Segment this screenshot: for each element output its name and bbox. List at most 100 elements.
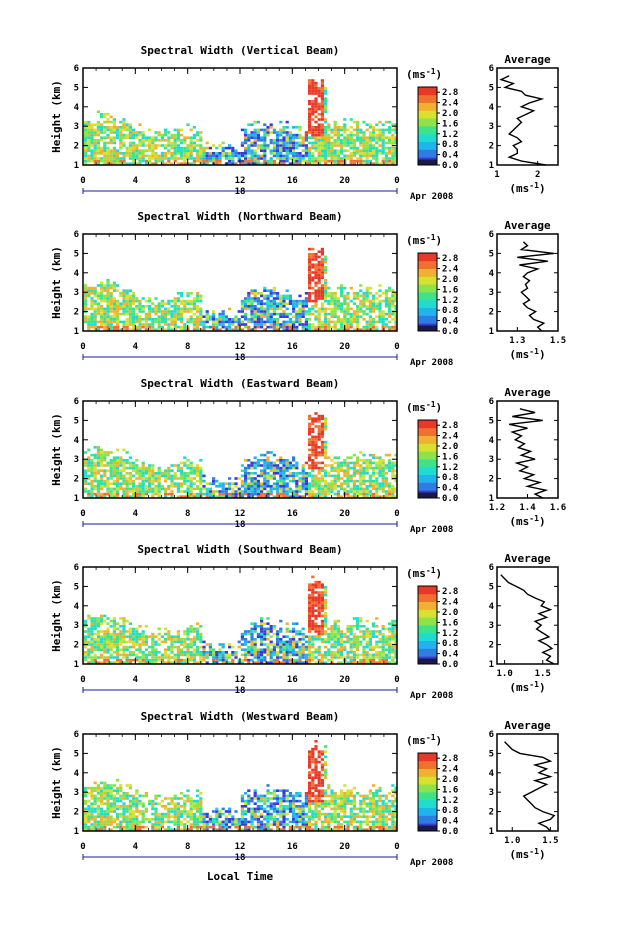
heatmap-cell xyxy=(308,599,312,602)
heatmap-cell xyxy=(394,152,398,155)
heatmap-cell xyxy=(90,123,94,126)
heatmap-cell xyxy=(308,635,312,638)
heatmap-cell xyxy=(234,477,238,480)
heatmap-cell xyxy=(125,461,129,465)
heatmap-cell xyxy=(221,325,225,329)
heatmap-cell xyxy=(311,466,315,470)
heatmap-cell xyxy=(330,131,334,134)
heatmap-cell xyxy=(240,144,244,147)
heatmap-cell xyxy=(272,149,276,152)
heatmap-cell xyxy=(186,154,190,158)
heatmap-cell xyxy=(314,446,318,449)
heatmap-cell xyxy=(189,152,193,155)
heatmap-cell xyxy=(298,310,302,313)
heatmap-cell xyxy=(87,464,91,467)
heatmap-cell xyxy=(263,643,267,646)
heatmap-cell xyxy=(340,294,344,298)
heatmap-cell xyxy=(263,485,267,488)
heatmap-cell xyxy=(93,144,97,147)
heatmap-cell xyxy=(138,635,142,638)
heatmap-cell xyxy=(394,123,398,126)
heatmap-cell xyxy=(208,490,212,493)
heatmap-cell xyxy=(144,640,148,644)
colorbar-tick-label: 1.2 xyxy=(442,130,458,140)
heatmap-cell xyxy=(320,430,324,433)
heatmap-cell xyxy=(301,464,305,467)
heatmap-cell xyxy=(282,325,286,329)
heatmap-cell xyxy=(308,619,312,623)
heatmap-cell xyxy=(221,495,225,498)
colorbar-swatch xyxy=(418,460,437,464)
heatmap-cell xyxy=(100,325,104,329)
heatmap-cell xyxy=(276,328,280,331)
heatmap-cell xyxy=(141,495,145,498)
heatmap-cell xyxy=(167,162,171,165)
heatmap-cell xyxy=(221,318,225,321)
heatmap-cell xyxy=(141,149,145,152)
heatmap-cell xyxy=(308,260,312,264)
heatmap-cell xyxy=(151,162,155,165)
heatmap-cell xyxy=(176,485,180,488)
heatmap-cell xyxy=(295,630,299,633)
heatmap-cell xyxy=(212,479,216,483)
heatmap-cell xyxy=(106,617,110,620)
colorbar-swatch xyxy=(418,290,437,293)
heatmap-cell xyxy=(122,157,126,160)
heatmap-cell xyxy=(93,658,97,662)
heatmap-cell xyxy=(157,466,161,470)
heatmap-cell xyxy=(109,320,113,324)
heatmap-cell xyxy=(138,141,142,145)
heatmap-cell xyxy=(285,653,289,657)
heatmap-cell xyxy=(247,464,251,467)
heatmap-cell xyxy=(285,485,289,488)
heatmap-cell xyxy=(263,656,267,659)
heatmap-cell xyxy=(148,157,152,160)
heatmap-cell xyxy=(183,307,187,311)
colorbar-swatch xyxy=(418,327,437,330)
heatmap-cell xyxy=(196,630,200,633)
heatmap-cell xyxy=(253,625,257,628)
heatmap-cell xyxy=(272,302,276,305)
heatmap-cell xyxy=(144,328,148,331)
heatmap-cell xyxy=(196,661,200,664)
heatmap-cell xyxy=(160,159,164,163)
heatmap-cell xyxy=(196,157,200,160)
heatmap-cell xyxy=(285,622,289,625)
heatmap-cell xyxy=(314,292,318,295)
heatmap-cell xyxy=(384,141,388,145)
heatmap-cell xyxy=(324,630,328,633)
heatmap-cell xyxy=(116,154,120,158)
heatmap-cell xyxy=(240,632,244,636)
heatmap-cell xyxy=(215,318,219,321)
heatmap-cell xyxy=(388,299,392,303)
heatmap-cell xyxy=(84,302,88,305)
heatmap-cell xyxy=(87,614,91,618)
heatmap-cell xyxy=(221,141,225,145)
heatmap-cell xyxy=(356,297,360,300)
heatmap-cell xyxy=(336,461,340,465)
heatmap-cell xyxy=(237,492,241,496)
heatmap-cell xyxy=(186,157,190,160)
heatmap-cell xyxy=(112,459,116,462)
heatmap-cell xyxy=(250,638,254,641)
heatmap-cell xyxy=(138,325,142,329)
heatmap-cell xyxy=(320,427,324,431)
heatmap-cell xyxy=(260,658,264,662)
heatmap-cell xyxy=(365,136,369,139)
heatmap-cell xyxy=(90,149,94,152)
heatmap-cell xyxy=(189,146,193,150)
heatmap-cell xyxy=(151,487,155,491)
heatmap-cell xyxy=(212,144,216,147)
heatmap-cell xyxy=(167,144,171,147)
heatmap-cell xyxy=(317,420,321,423)
heatmap-cell xyxy=(295,146,299,150)
heatmap-cell xyxy=(375,157,379,160)
heatmap-cell xyxy=(199,487,203,491)
heatmap-cell xyxy=(336,152,340,155)
heatmap-cell xyxy=(301,466,305,470)
heatmap-cell xyxy=(164,307,168,311)
heatmap-cell xyxy=(256,162,260,165)
heatmap-cell xyxy=(247,123,251,126)
average-frame xyxy=(496,67,559,166)
heatmap-cell xyxy=(298,312,302,316)
